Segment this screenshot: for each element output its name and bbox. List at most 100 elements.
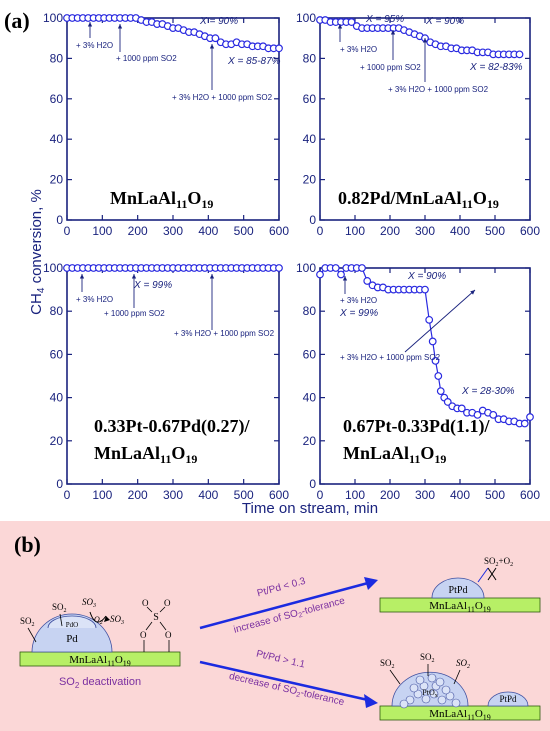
- x-tick-label: 600: [520, 488, 540, 502]
- y-tick-label: 0: [56, 213, 63, 227]
- sulfate-o3: O: [140, 630, 147, 640]
- sulfate-s: S: [153, 612, 159, 623]
- ptox-bubble: [441, 685, 451, 695]
- so2-label-2: SO2: [52, 602, 67, 614]
- y-tick-label: 60: [50, 92, 64, 106]
- ptpd-particle-bottom: [487, 691, 529, 707]
- ptox-bubble: [429, 689, 439, 699]
- annotation-arrowhead: [79, 274, 85, 279]
- y-tick-label: 60: [303, 92, 317, 106]
- data-point: [363, 277, 372, 285]
- x-tick-label: 300: [163, 488, 183, 502]
- x-tick-label: 100: [92, 224, 112, 238]
- ptox-bubble: [451, 698, 461, 708]
- so3-label-1: SO3: [82, 597, 96, 609]
- so2-br-2: SO2: [420, 652, 435, 664]
- panel-b-label: (b): [14, 532, 41, 557]
- y-tick-label: 100: [296, 11, 316, 25]
- caption-deactivation: SO2 deactivation: [59, 676, 141, 690]
- so2-bond-1: [27, 627, 37, 643]
- ptox-bubble: [419, 681, 429, 691]
- annotation: + 1000 ppm SO2: [104, 309, 165, 318]
- x-tick-label: 400: [450, 488, 470, 502]
- data-point: [275, 44, 283, 53]
- annotation: + 3% H2O + 1000 ppm SO2: [174, 329, 275, 338]
- y-tick-label: 20: [303, 173, 317, 187]
- x-tick-label: 100: [92, 488, 112, 502]
- so2-label-1: SO2: [20, 616, 35, 628]
- y-tick-label: 20: [303, 434, 317, 448]
- x-tick-label: 500: [234, 488, 254, 502]
- x-tick-label: 500: [485, 224, 505, 238]
- data-point: [275, 264, 283, 272]
- x-tick-label: 0: [64, 488, 71, 502]
- y-tick-label: 60: [50, 347, 64, 361]
- so2-br-bond-1: [389, 669, 401, 685]
- ptox-bubble: [427, 673, 437, 683]
- chart-bottom-right: 0 100 200 300 400 500 600 0 20 40 60 80 100 + 3% H2O +…: [296, 261, 540, 502]
- y-tick-label: 40: [50, 391, 64, 405]
- catalyst-label-br-1: 0.67Pt-0.33Pd(1.1)/: [343, 416, 490, 437]
- chart-bottom-left: 0 100 200 300 400 500 600 0 20 40 60 80 100 + 3% H2O +…: [43, 261, 289, 502]
- x-tick-label: 600: [269, 224, 289, 238]
- x-tick-label: 400: [198, 488, 218, 502]
- data-point: [457, 404, 466, 413]
- y-tick-label: 0: [309, 477, 316, 491]
- y-tick-label: 20: [50, 434, 64, 448]
- chart-top-right: 0 100 200 300 400 500 600 0 20 40 60 80 100 + 3% H2O +…: [296, 11, 540, 238]
- sulfate-bond-1: [146, 606, 153, 613]
- data-point: [520, 419, 529, 428]
- y-tick-label: 20: [50, 173, 64, 187]
- annotation: X = 85-87%: [227, 56, 281, 67]
- data-point: [431, 356, 440, 365]
- annotation: X = 99%: [339, 308, 378, 319]
- ptox-bubbles: [399, 673, 461, 709]
- data-point: [347, 18, 356, 26]
- ptox-bubble: [409, 683, 419, 693]
- annotation-arrowhead: [390, 30, 396, 35]
- annotation-arrowhead: [470, 290, 475, 295]
- annotation: + 3% H2O: [340, 45, 377, 54]
- data-point: [211, 34, 220, 43]
- annotation: X = 28-30%: [461, 386, 515, 397]
- y-tick-label: 100: [296, 261, 316, 275]
- data-point: [443, 398, 452, 406]
- pdo-label: PdO: [66, 621, 78, 629]
- annotation: + 3% H2O + 1000 ppm SO2: [172, 93, 273, 102]
- panel-a-label: (a): [4, 8, 30, 33]
- data-point: [526, 413, 534, 421]
- data-point: [425, 315, 434, 324]
- catalyst-label-bl-2: MnLaAl11O19: [94, 443, 197, 466]
- x-tick-label: 300: [415, 488, 435, 502]
- so2-br-3: SO2: [456, 658, 470, 670]
- pdo-shell: [47, 615, 97, 629]
- annotation-arrowhead: [337, 24, 343, 29]
- annotation: + 3% H2O + 1000 ppm SO2: [340, 353, 441, 362]
- blocked-cross-2: [487, 567, 497, 581]
- x-tick-label: 300: [163, 224, 183, 238]
- x-axis-label: Time on stream, min: [242, 500, 378, 517]
- x-tick-label: 500: [485, 488, 505, 502]
- ptox-bubble: [421, 694, 431, 704]
- data-point: [436, 387, 445, 396]
- gas-arrow: [477, 567, 489, 583]
- ptpd-label-top: PtPd: [449, 585, 468, 596]
- ptox-bubble: [399, 699, 409, 709]
- annotation: X = 90%: [425, 16, 464, 27]
- y-tick-label: 40: [303, 391, 317, 405]
- ptox-label: PtOx: [422, 688, 437, 699]
- scheme-panel: (b) MnLaAl11O19 Pd PdO SO2 SO2 SO3 SO3 O…: [0, 521, 550, 731]
- annotation: X = 82-83%: [469, 62, 523, 73]
- support-left-label: MnLaAl11O19: [69, 654, 131, 668]
- sulfate-bond-4: [159, 621, 167, 631]
- ptox-bubble: [437, 695, 447, 705]
- annotation: + 3% H2O: [340, 296, 377, 305]
- data-point: [331, 264, 340, 272]
- annotation: X = 90%: [199, 16, 238, 27]
- y-axis-label: CH4 conversion, %: [28, 189, 47, 315]
- so2-br-bond-3: [453, 669, 461, 685]
- annotation-arrowhead: [342, 276, 348, 281]
- x-tick-label: 200: [380, 488, 400, 502]
